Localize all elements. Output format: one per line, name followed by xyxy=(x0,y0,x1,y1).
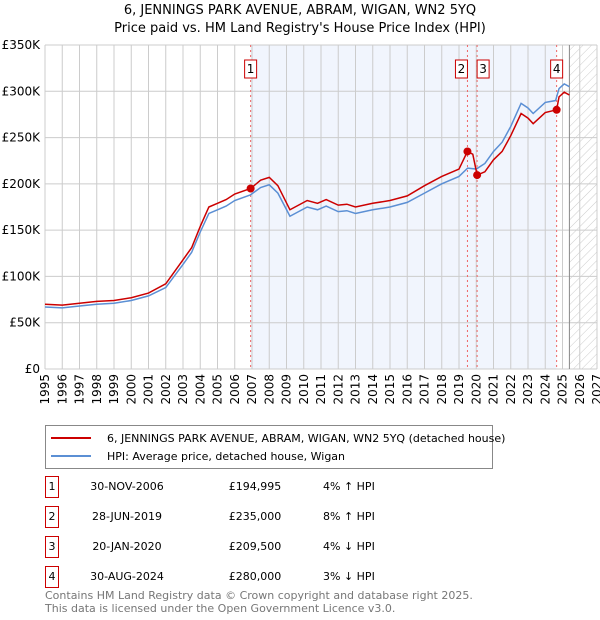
footer-copyright: Contains HM Land Registry data © Crown c… xyxy=(45,589,473,602)
sale-label-box xyxy=(454,59,468,79)
sale-point xyxy=(463,147,472,156)
x-tick-label: 2014 xyxy=(366,374,380,405)
marker-badge: 4 xyxy=(45,566,59,588)
forecast-hatch-region xyxy=(569,45,597,369)
red-line-swatch xyxy=(51,437,91,439)
x-tick-label: 2010 xyxy=(297,374,311,405)
y-tick-label: £200K xyxy=(2,177,42,191)
x-tick-label: 2021 xyxy=(487,374,501,405)
legend-label: HPI: Average price, detached house, Wiga… xyxy=(107,449,346,463)
x-tick-label: 2019 xyxy=(452,374,466,405)
y-tick-label: £150K xyxy=(2,223,42,237)
x-tick-label: 2022 xyxy=(504,374,518,405)
price: £194,995 xyxy=(228,480,282,493)
sale-label: 3 xyxy=(479,62,487,76)
x-tick-label: 2008 xyxy=(262,374,276,405)
price: £235,000 xyxy=(228,510,282,523)
sale-label-box xyxy=(244,59,258,79)
x-tick-label: 2023 xyxy=(521,374,535,405)
hpi-diff: 4% ↓ HPI xyxy=(323,540,375,553)
x-tick-label: 2006 xyxy=(228,374,242,405)
x-tick-label: 1999 xyxy=(107,374,121,405)
x-tick-label: 2024 xyxy=(538,374,552,405)
y-tick-label: £100K xyxy=(2,269,42,283)
blue-line-swatch xyxy=(51,455,91,457)
hpi-diff: 4% ↑ HPI xyxy=(323,480,375,493)
sale-label: 1 xyxy=(247,62,255,76)
x-tick-label: 2007 xyxy=(245,374,259,405)
x-tick-label: 2009 xyxy=(280,374,294,405)
x-tick-label: 2000 xyxy=(124,374,138,405)
marker-badge: 3 xyxy=(45,536,59,558)
shaded-ownership-region xyxy=(250,45,557,369)
chart-subtitle: Price paid vs. HM Land Registry's House … xyxy=(114,21,486,36)
hpi-series-line xyxy=(44,82,570,309)
chart-title: 6, JENNINGS PARK AVENUE, ABRAM, WIGAN, W… xyxy=(123,3,477,18)
x-tick-label: 2001 xyxy=(142,374,156,405)
x-tick-label: 2012 xyxy=(331,374,345,405)
transaction-row: 2 28-JUN-2019 £235,000 8% ↑ HPI xyxy=(45,506,445,528)
y-tick-label: £50K xyxy=(9,316,41,330)
legend-item-property: 6, JENNINGS PARK AVENUE, ABRAM, WIGAN, W… xyxy=(46,429,505,447)
sale-point xyxy=(246,184,255,193)
x-tick-label: 2025 xyxy=(556,374,570,405)
sale-label: 4 xyxy=(553,62,561,76)
x-tick-label: 2011 xyxy=(314,374,328,405)
y-tick-label: £300K xyxy=(2,84,42,98)
x-tick-label: 2003 xyxy=(176,374,190,405)
marker-badge: 1 xyxy=(45,476,59,498)
date: 30-NOV-2006 xyxy=(90,480,164,493)
date: 28-JUN-2019 xyxy=(91,510,163,523)
hpi-diff: 3% ↓ HPI xyxy=(323,570,375,583)
date: 30-AUG-2024 xyxy=(90,570,164,583)
transaction-row: 4 30-AUG-2024 £280,000 3% ↓ HPI xyxy=(45,566,445,588)
x-tick-label: 2004 xyxy=(193,374,207,405)
x-tick-label: 2018 xyxy=(435,374,449,405)
transaction-row: 3 20-JAN-2020 £209,500 4% ↓ HPI xyxy=(45,536,445,558)
date: 20-JAN-2020 xyxy=(92,540,162,553)
sale-point xyxy=(473,171,482,180)
legend: 6, JENNINGS PARK AVENUE, ABRAM, WIGAN, W… xyxy=(45,425,505,469)
x-tick-label: 2026 xyxy=(573,374,587,405)
y-tick-label: £350K xyxy=(2,38,42,52)
y-tick-label: £250K xyxy=(2,131,42,145)
hpi-diff: 8% ↑ HPI xyxy=(323,510,375,523)
transaction-row: 1 30-NOV-2006 £194,995 4% ↑ HPI xyxy=(45,476,445,498)
sale-point xyxy=(552,105,561,114)
x-tick-label: 2020 xyxy=(469,374,483,405)
price: £209,500 xyxy=(228,540,282,553)
x-tick-label: 2027 xyxy=(590,374,600,405)
price-chart: 1995 1996 1997 1998 1999 2000 2001 2002 2003 2004… xyxy=(2,38,600,405)
sale-label-box xyxy=(476,59,490,79)
x-tick-label: 2013 xyxy=(349,374,363,405)
x-tick-label: 1998 xyxy=(90,374,104,405)
property-series-line xyxy=(44,91,570,306)
x-tick-label: 2016 xyxy=(400,374,414,405)
x-tick-label: 2002 xyxy=(159,374,173,405)
legend-label: 6, JENNINGS PARK AVENUE, ABRAM, WIGAN, W… xyxy=(107,431,506,445)
x-tick-label: 1995 xyxy=(38,374,52,405)
price: £280,000 xyxy=(228,570,282,583)
x-tick-label: 2017 xyxy=(418,374,432,405)
sale-label-box xyxy=(550,59,564,79)
marker-badge: 2 xyxy=(45,506,59,528)
legend-item-hpi: HPI: Average price, detached house, Wiga… xyxy=(46,447,345,465)
sale-label: 2 xyxy=(458,62,466,76)
x-tick-label: 2005 xyxy=(211,374,225,405)
y-tick-label: £0 xyxy=(25,362,40,376)
x-tick-label: 1997 xyxy=(73,374,87,405)
footer-licence: This data is licensed under the Open Gov… xyxy=(45,602,396,615)
x-tick-label: 2015 xyxy=(383,374,397,405)
x-tick-label: 1996 xyxy=(55,374,69,405)
